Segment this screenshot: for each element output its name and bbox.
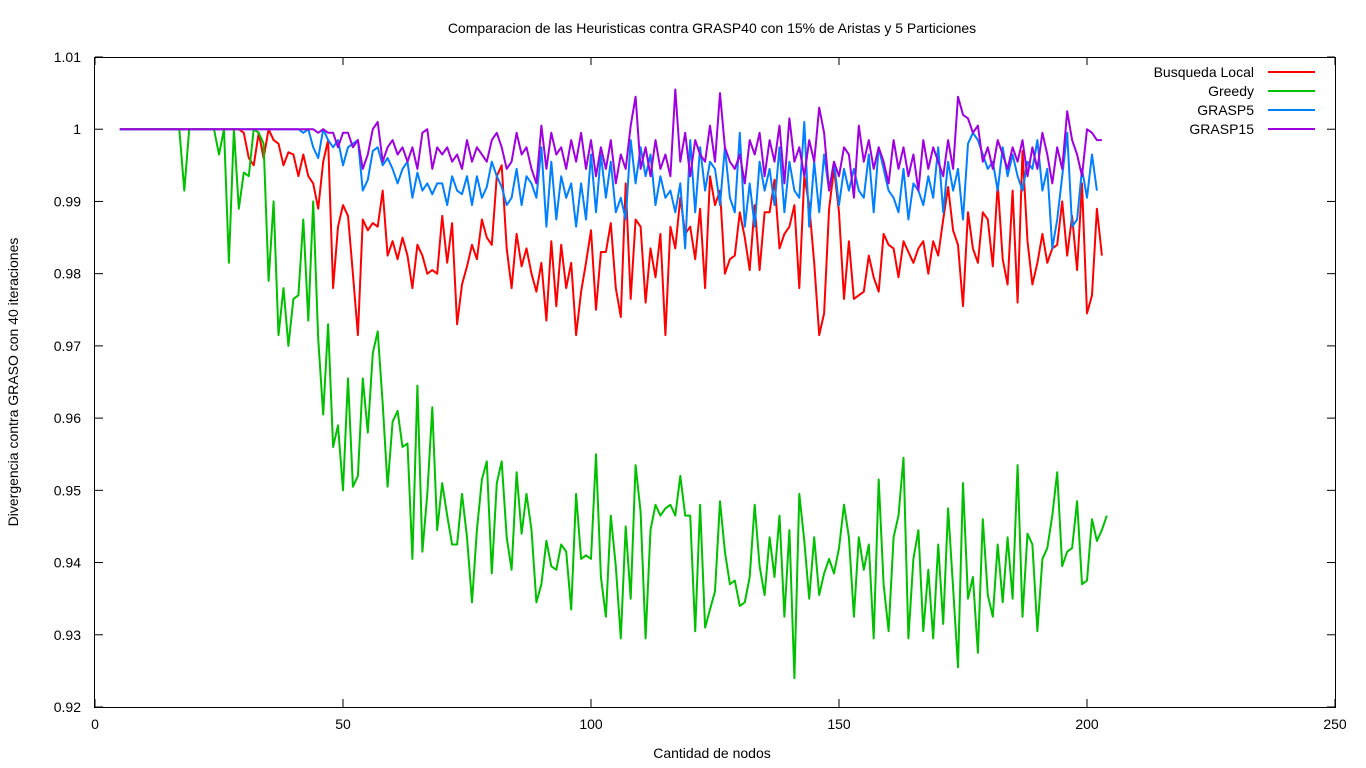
x-tick-label: 0 [91,716,99,732]
y-tick-label: 1.01 [54,49,81,65]
legend-label: GRASP5 [1197,102,1254,118]
legend-label: Greedy [1208,83,1254,99]
y-tick-label: 0.94 [54,555,81,571]
y-tick-label: 1 [73,121,81,137]
x-tick-label: 50 [335,716,351,732]
chart-title: Comparacion de las Heuristicas contra GR… [448,20,976,36]
y-tick-label: 0.97 [54,338,81,354]
y-tick-label: 0.92 [54,699,81,715]
series-line-busqueda-local [119,128,1103,337]
legend-label: GRASP15 [1189,121,1254,137]
y-tick-label: 0.93 [54,627,81,643]
legend: Busqueda Local Greedy GRASP5 GRASP15 [1154,64,1315,137]
series-line-greedy [119,128,1108,680]
x-tick-label: 150 [827,716,851,732]
x-axis-label: Cantidad de nodos [653,745,771,761]
series-layer [119,88,1108,680]
x-tick-label: 200 [1075,716,1099,732]
y-tick-label: 0.98 [54,266,81,282]
series-line-grasp5 [119,121,1098,250]
plot-frame [94,57,1336,708]
y-tick-label: 0.95 [54,482,81,498]
axis-ticks: 0 50 100 150 200 250 0.92 0.93 0.94 0.95 0.96 0.97 0… [54,49,1347,732]
y-axis-label: Divergencia contra GRASO con 40 iteracio… [5,238,21,527]
y-tick-label: 0.96 [54,410,81,426]
series-line-grasp15 [119,88,1102,199]
x-tick-label: 100 [579,716,603,732]
y-tick-label: 0.99 [54,193,81,209]
legend-label: Busqueda Local [1154,64,1254,80]
x-tick-label: 250 [1323,716,1347,732]
